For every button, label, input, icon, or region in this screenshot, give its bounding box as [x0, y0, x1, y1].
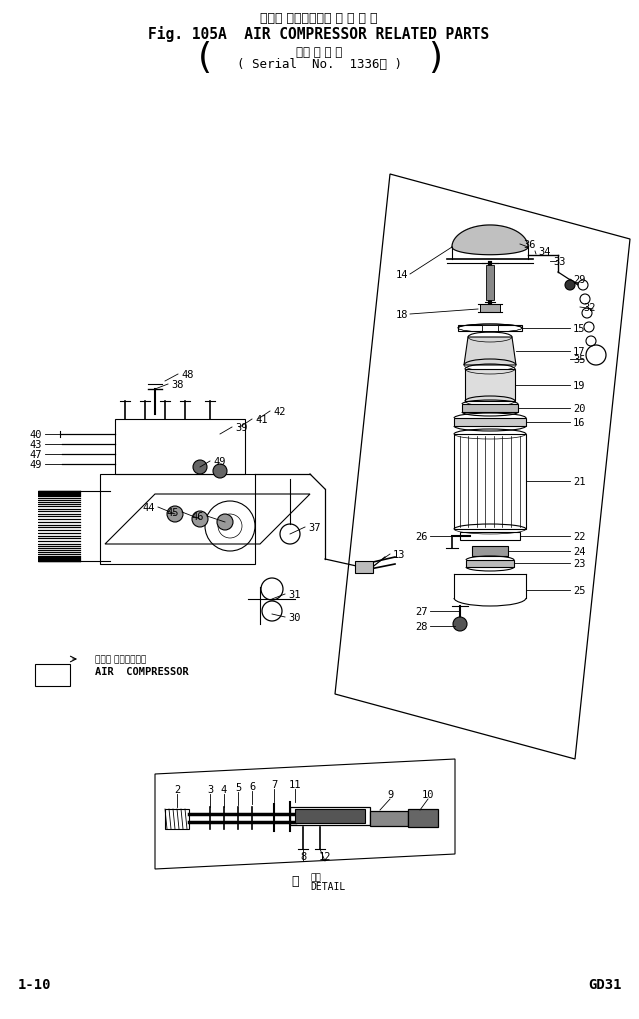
Text: 48: 48	[181, 370, 194, 380]
Polygon shape	[452, 226, 528, 256]
Text: 46: 46	[192, 512, 204, 522]
Bar	[460, 533, 520, 540]
Circle shape	[193, 461, 207, 475]
Bar	[458, 326, 522, 331]
Text: 3: 3	[207, 785, 213, 794]
Text: 6: 6	[249, 782, 255, 791]
Text: 34: 34	[538, 247, 551, 257]
Text: 27: 27	[415, 606, 428, 616]
Text: 49: 49	[29, 460, 42, 470]
Text: 35: 35	[573, 355, 585, 365]
Text: 22: 22	[573, 532, 585, 541]
Text: 23: 23	[573, 558, 585, 569]
Text: 36: 36	[523, 239, 535, 250]
Text: 40: 40	[29, 430, 42, 439]
Text: 1-10: 1-10	[18, 977, 52, 991]
Text: 7: 7	[271, 780, 277, 790]
Text: 5: 5	[235, 783, 241, 792]
Bar	[482, 326, 498, 331]
Circle shape	[192, 512, 208, 528]
Text: 37: 37	[308, 523, 321, 533]
Text: 19: 19	[573, 381, 585, 390]
Bar	[486, 266, 494, 301]
Text: Ⓟ: Ⓟ	[291, 874, 299, 888]
Text: 28: 28	[415, 622, 428, 632]
Text: 30: 30	[288, 612, 300, 623]
Text: 41: 41	[255, 415, 268, 425]
Text: 21: 21	[573, 477, 585, 486]
Bar	[454, 419, 526, 427]
Bar	[290, 807, 370, 825]
Text: 42: 42	[273, 407, 286, 417]
Text: (: (	[198, 41, 212, 75]
Text: ): )	[428, 41, 442, 75]
Text: 47: 47	[29, 449, 42, 460]
Text: AIR  COMPRESSOR: AIR COMPRESSOR	[95, 666, 189, 677]
Bar	[465, 370, 515, 401]
Text: 2: 2	[174, 785, 180, 794]
Text: 12: 12	[319, 851, 331, 861]
Text: 43: 43	[29, 439, 42, 449]
Text: 29: 29	[573, 275, 585, 284]
Circle shape	[213, 465, 227, 479]
Text: 14: 14	[396, 270, 408, 280]
Text: エアー コンプレッサ: エアー コンプレッサ	[95, 655, 146, 663]
Text: 33: 33	[553, 257, 566, 267]
Text: GD31: GD31	[589, 977, 622, 991]
Text: 17: 17	[573, 346, 585, 357]
Text: 8: 8	[300, 851, 306, 861]
Text: 25: 25	[573, 586, 585, 595]
Circle shape	[565, 280, 575, 290]
Bar	[454, 434, 526, 530]
Bar	[295, 809, 365, 823]
Text: Fig. 105A  AIR COMPRESSOR RELATED PARTS: Fig. 105A AIR COMPRESSOR RELATED PARTS	[148, 25, 489, 42]
Bar	[115, 420, 245, 475]
Text: 10: 10	[422, 790, 435, 799]
Text: 32: 32	[583, 303, 596, 313]
Text: 16: 16	[573, 418, 585, 428]
Text: 4: 4	[221, 785, 227, 794]
Text: 9: 9	[387, 790, 393, 799]
Polygon shape	[464, 337, 516, 366]
Text: 26: 26	[415, 532, 428, 541]
Bar	[370, 811, 408, 826]
Text: 39: 39	[235, 423, 247, 433]
Text: 11: 11	[289, 780, 301, 790]
Polygon shape	[452, 226, 528, 248]
Bar	[480, 305, 500, 313]
Text: 44: 44	[142, 502, 155, 513]
Text: 49: 49	[213, 457, 226, 467]
Bar	[35, 664, 70, 687]
Text: ( Serial  No.  1336～ ): ( Serial No. 1336～ )	[236, 58, 401, 71]
Bar	[466, 560, 514, 568]
Text: 13: 13	[393, 549, 406, 559]
Text: 20: 20	[573, 404, 585, 414]
Text: （適 用 号 機: （適 用 号 機	[296, 46, 342, 58]
Text: DETAIL: DETAIL	[310, 881, 345, 892]
Bar	[355, 561, 373, 574]
Circle shape	[167, 506, 183, 523]
Text: 詳細: 詳細	[310, 872, 321, 881]
Circle shape	[453, 618, 467, 632]
Text: 24: 24	[573, 546, 585, 556]
Bar	[100, 475, 255, 565]
Text: 38: 38	[171, 380, 183, 389]
Text: エアー コンプレッサ 関 連 部 品: エアー コンプレッサ 関 連 部 品	[260, 11, 378, 24]
Text: 31: 31	[288, 589, 300, 599]
Circle shape	[217, 515, 233, 531]
Bar	[472, 546, 508, 556]
Text: 18: 18	[396, 310, 408, 320]
Text: 15: 15	[573, 324, 585, 333]
Bar	[408, 809, 438, 827]
Bar	[462, 405, 518, 413]
Bar	[165, 809, 189, 829]
Text: 45: 45	[167, 507, 179, 518]
